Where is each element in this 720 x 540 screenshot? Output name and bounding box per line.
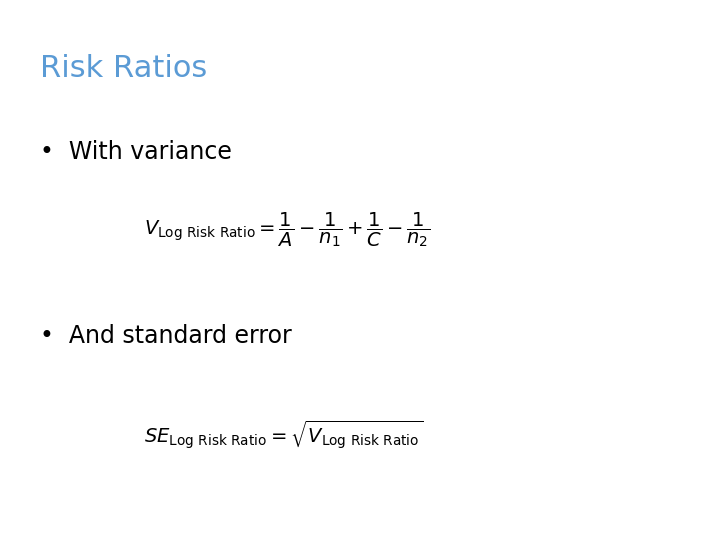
Text: Risk Ratios: Risk Ratios xyxy=(40,54,207,83)
Text: •  With variance: • With variance xyxy=(40,140,231,164)
Text: $V_{\mathrm{Log\ Risk\ Ratio}} = \dfrac{1}{A} - \dfrac{1}{n_1} + \dfrac{1}{C} - : $V_{\mathrm{Log\ Risk\ Ratio}} = \dfrac{… xyxy=(144,210,430,249)
Text: $SE_{\mathrm{Log\ Risk\ Ratio}} = \sqrt{V_{\mathrm{Log\ Risk\ Ratio}}}$: $SE_{\mathrm{Log\ Risk\ Ratio}} = \sqrt{… xyxy=(144,418,423,451)
Text: •  And standard error: • And standard error xyxy=(40,324,292,348)
